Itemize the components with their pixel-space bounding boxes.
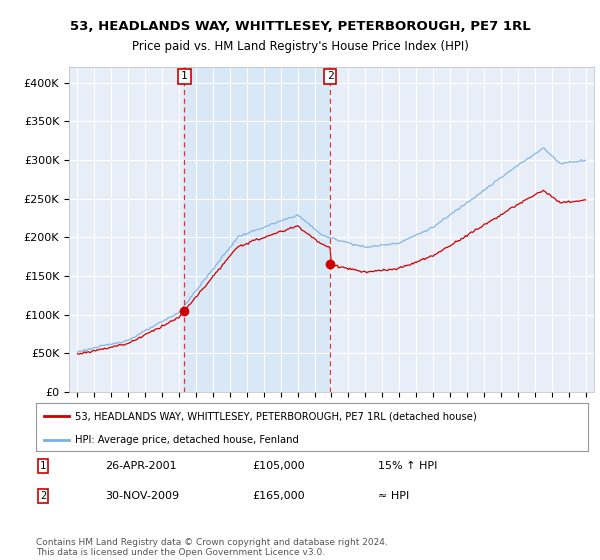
Text: HPI: Average price, detached house, Fenland: HPI: Average price, detached house, Fenl… [74, 435, 299, 445]
Text: 30-NOV-2009: 30-NOV-2009 [105, 491, 179, 501]
Text: 53, HEADLANDS WAY, WHITTLESEY, PETERBOROUGH, PE7 1RL (detached house): 53, HEADLANDS WAY, WHITTLESEY, PETERBORO… [74, 411, 476, 421]
Text: 2: 2 [40, 491, 46, 501]
Text: 1: 1 [40, 461, 46, 471]
Text: Contains HM Land Registry data © Crown copyright and database right 2024.
This d: Contains HM Land Registry data © Crown c… [36, 538, 388, 557]
Text: ≈ HPI: ≈ HPI [378, 491, 409, 501]
Text: 26-APR-2001: 26-APR-2001 [105, 461, 176, 471]
Text: 2: 2 [327, 72, 334, 81]
Text: 53, HEADLANDS WAY, WHITTLESEY, PETERBOROUGH, PE7 1RL: 53, HEADLANDS WAY, WHITTLESEY, PETERBORO… [70, 20, 530, 32]
Text: 15% ↑ HPI: 15% ↑ HPI [378, 461, 437, 471]
Text: £165,000: £165,000 [252, 491, 305, 501]
Text: Price paid vs. HM Land Registry's House Price Index (HPI): Price paid vs. HM Land Registry's House … [131, 40, 469, 53]
Text: 1: 1 [181, 72, 188, 81]
Bar [184, 67, 330, 392]
Text: £105,000: £105,000 [252, 461, 305, 471]
